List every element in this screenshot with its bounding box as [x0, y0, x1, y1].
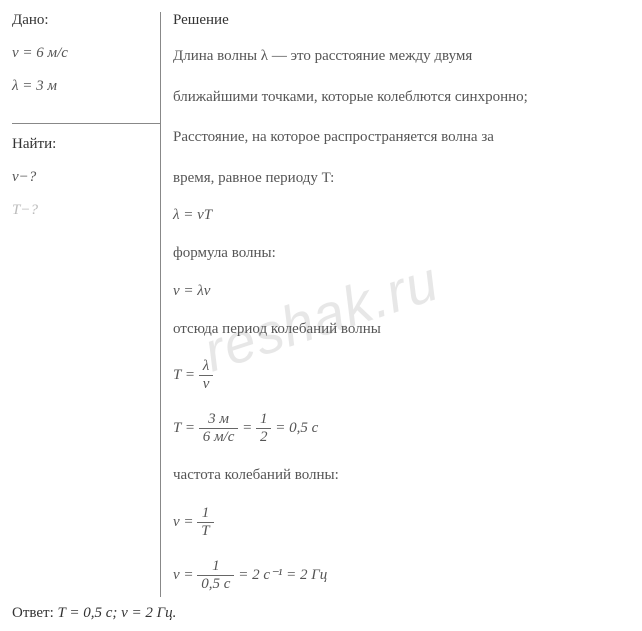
given-label: Дано: [12, 12, 150, 29]
fraction-num: 1 [197, 505, 213, 523]
fraction-num: λ [199, 358, 214, 376]
find-item: T−? [12, 202, 150, 219]
formula: T = λ v [173, 358, 630, 393]
formula: ν = 1 T [173, 505, 630, 540]
solution-text: время, равное периоду T: [173, 167, 630, 190]
given-symbol: λ [12, 78, 19, 94]
find-suffix: −? [20, 202, 38, 218]
answer-label: Ответ: [12, 605, 58, 621]
fraction-num: 1 [256, 411, 272, 429]
formula: λ = vT [173, 207, 630, 224]
solution-text: Длина волны λ — это расстояние между дву… [173, 45, 630, 68]
formula-end: = 0,5 с [275, 420, 318, 436]
formula-mid: = [242, 420, 256, 436]
fraction-num: 3 м [199, 411, 239, 429]
formula-lhs: ν = [173, 513, 197, 529]
solution-text: частота колебаний волны: [173, 464, 630, 487]
answer-line: Ответ: T = 0,5 с; ν = 2 Гц. [12, 605, 630, 622]
solution-label: Решение [173, 12, 630, 29]
given-symbol: v [12, 45, 19, 61]
formula-end: = 2 с⁻¹ = 2 Гц [238, 566, 327, 582]
given-item: v = 6 м/с [12, 45, 150, 62]
formula-lhs: T = [173, 367, 199, 383]
fraction-den: T [197, 523, 213, 540]
given-value: = 3 м [22, 78, 57, 94]
given-value: = 6 м/с [22, 45, 68, 61]
answer-values: T = 0,5 с; ν = 2 Гц. [58, 605, 177, 621]
solution-text: Расстояние, на которое распространяется … [173, 126, 630, 149]
formula: T = 3 м 6 м/с = 1 2 = 0,5 с [173, 411, 630, 446]
solution-text: отсюда период колебаний волны [173, 318, 630, 341]
formula-lhs: ν = [173, 566, 197, 582]
fraction-den: 2 [256, 429, 272, 446]
find-symbol: ν [12, 169, 19, 185]
solution-text: формула волны: [173, 242, 630, 265]
formula: v = λν [173, 283, 630, 300]
formula: ν = 1 0,5 с = 2 с⁻¹ = 2 Гц [173, 558, 630, 593]
solution-text: ближайшими точками, которые колеблются с… [173, 86, 630, 109]
fraction-den: 0,5 с [197, 576, 234, 593]
formula-lhs: T = [173, 420, 199, 436]
given-item: λ = 3 м [12, 78, 150, 95]
find-suffix: −? [19, 169, 37, 185]
fraction-den: 6 м/с [199, 429, 239, 446]
find-label: Найти: [12, 136, 150, 153]
find-item: ν−? [12, 169, 150, 186]
fraction-den: v [199, 376, 214, 393]
fraction-num: 1 [197, 558, 234, 576]
